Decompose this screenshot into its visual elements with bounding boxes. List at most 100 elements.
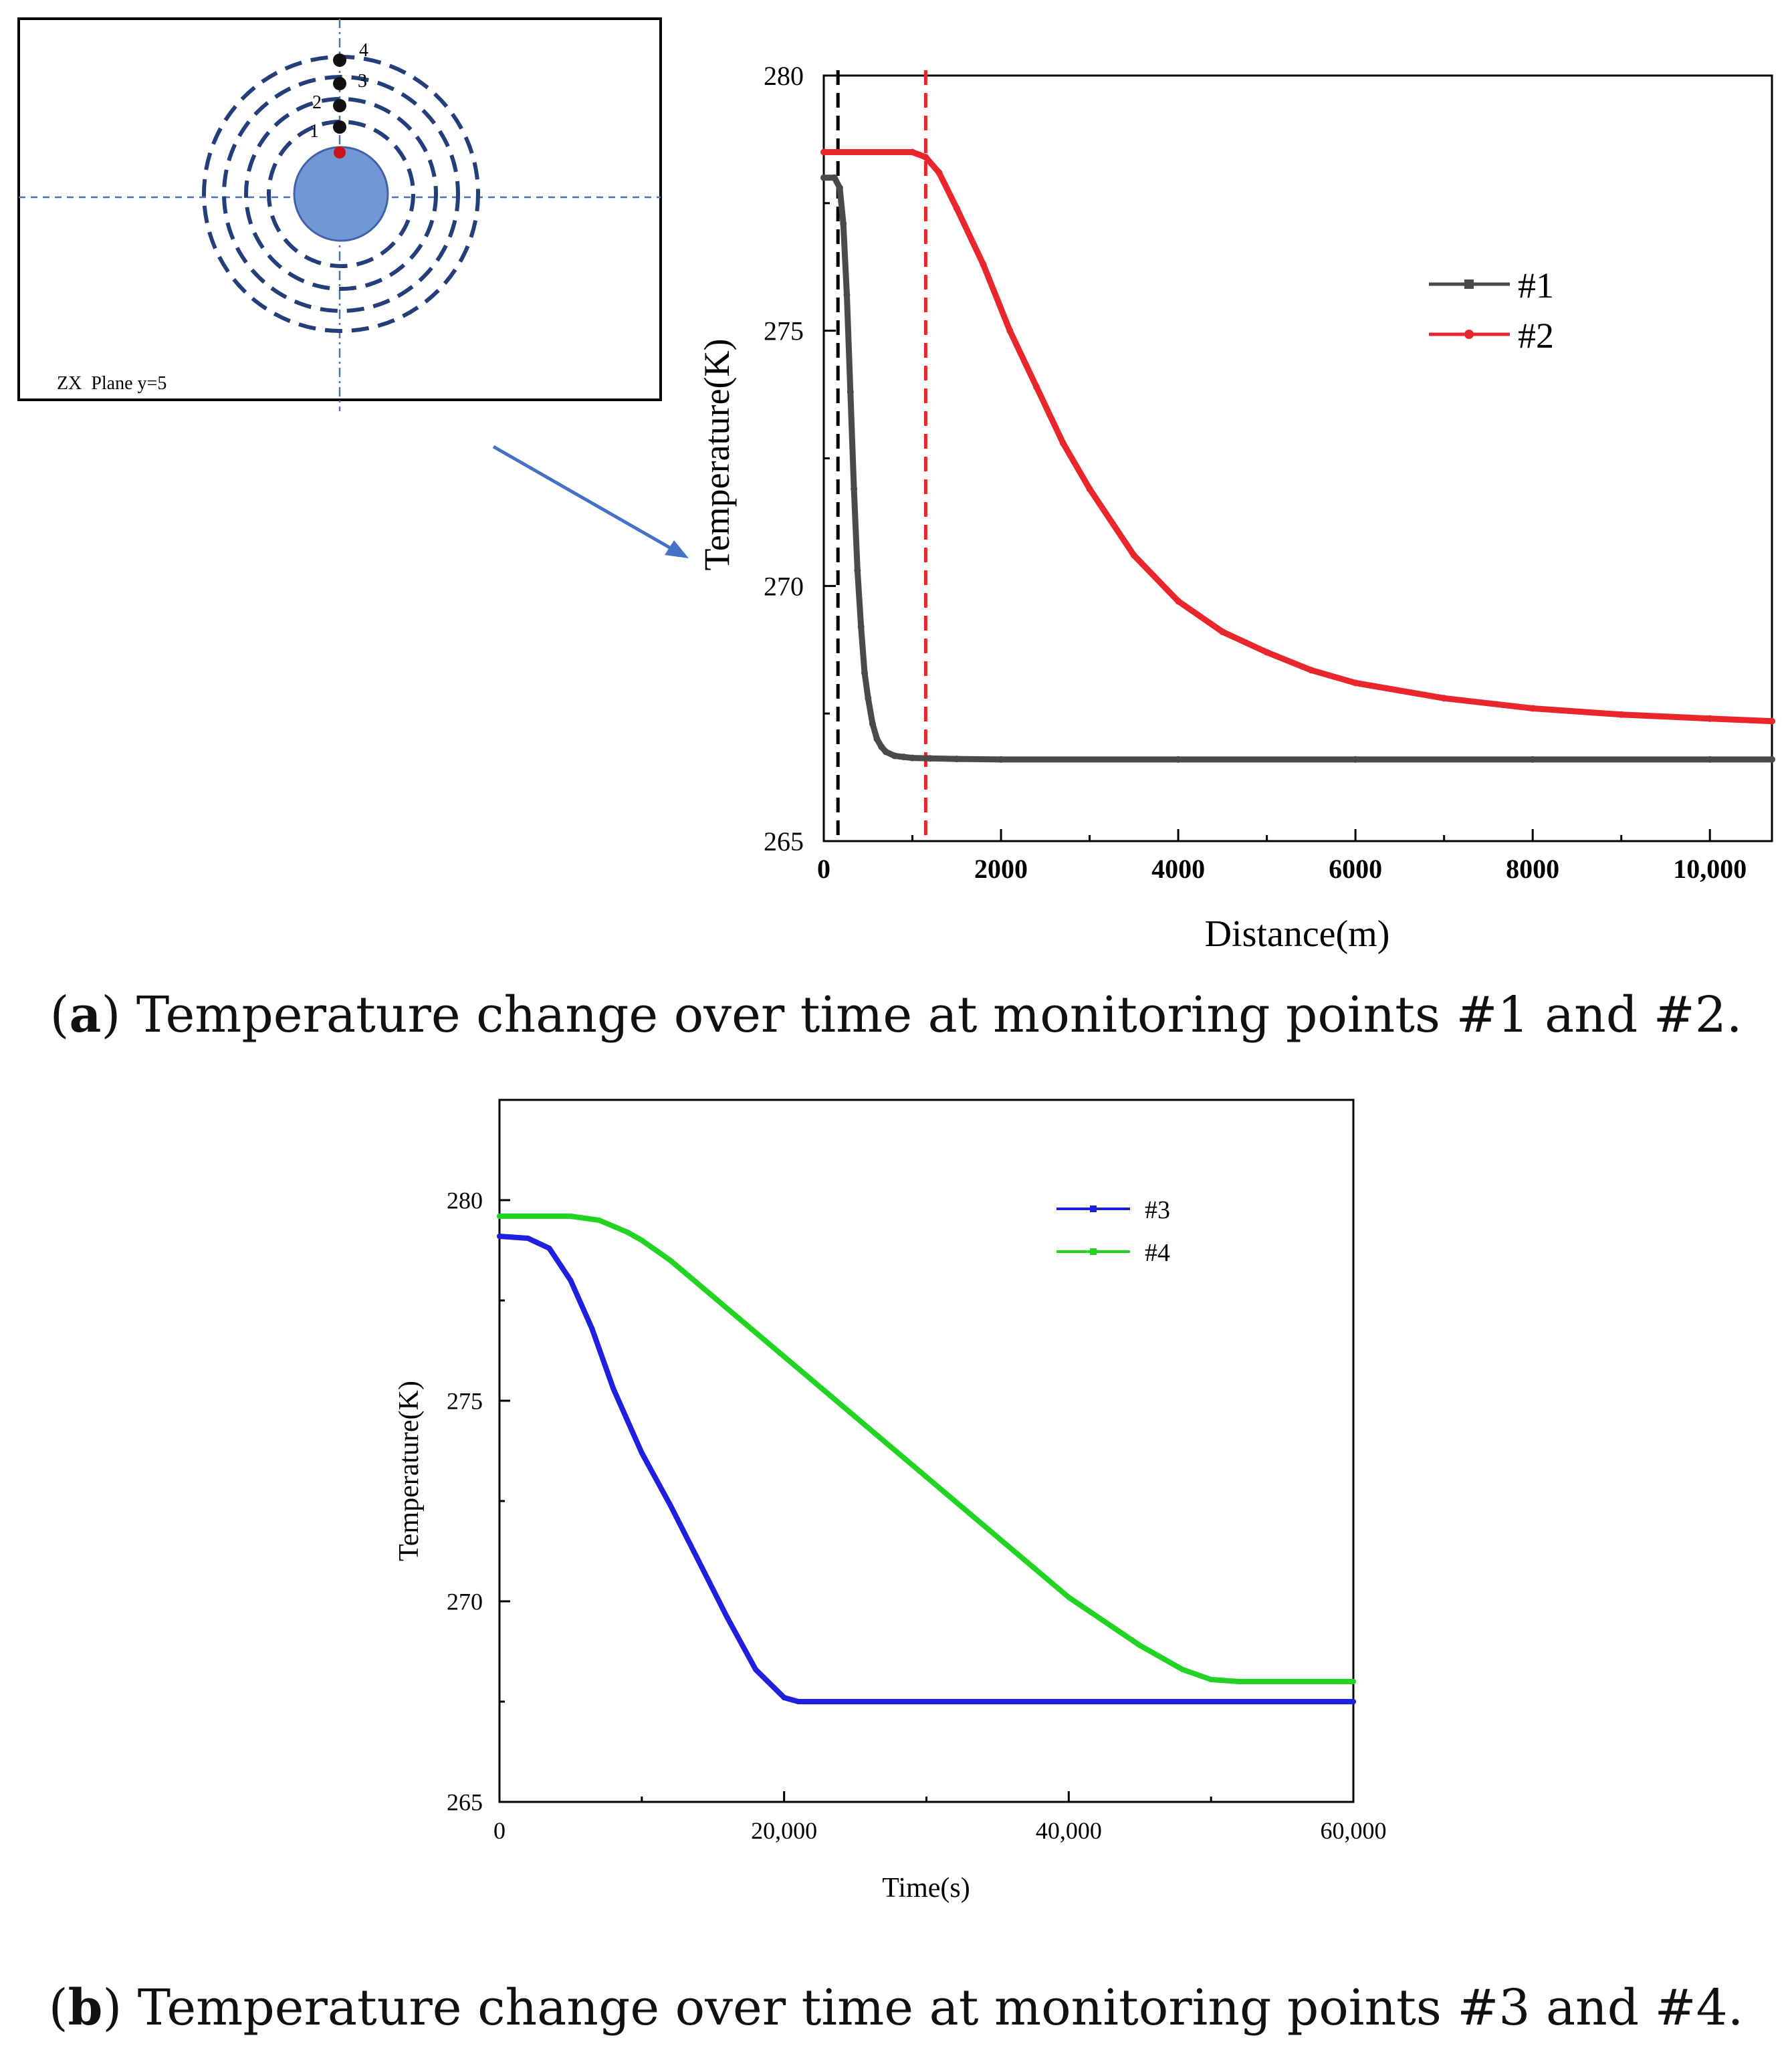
series-line-4 xyxy=(497,1214,1356,1684)
chart-a-ylabel: Temperature(K) xyxy=(697,338,737,570)
data-point xyxy=(781,1695,787,1700)
x-tick-label: 4000 xyxy=(1151,854,1205,884)
caption-b: (b) Temperature change over time at moni… xyxy=(48,1979,1744,2037)
data-point xyxy=(1219,628,1226,635)
data-point xyxy=(840,220,847,227)
chart-b: 0 20,000 40,000 60,000 265 270 275 280 #3 #4 Ti… xyxy=(394,1099,1387,1904)
data-point xyxy=(998,756,1004,763)
data-point xyxy=(830,174,838,181)
data-point xyxy=(853,1414,859,1419)
chart-a-xlabel: Distance(m) xyxy=(1205,913,1390,955)
data-point xyxy=(836,184,843,191)
data-point xyxy=(1175,756,1182,763)
data-point xyxy=(1706,756,1714,763)
data-point xyxy=(843,292,851,299)
x-tick-label: 2000 xyxy=(974,854,1028,884)
legend-label-1: #1 xyxy=(1518,265,1554,306)
y-tick-label: 265 xyxy=(764,826,804,856)
x-tick-label: 20,000 xyxy=(751,1817,817,1844)
data-point xyxy=(1769,717,1775,725)
data-point xyxy=(1137,1643,1143,1648)
data-point xyxy=(857,623,865,630)
data-point xyxy=(667,1258,673,1263)
y-tick-label: 280 xyxy=(447,1187,483,1214)
data-point xyxy=(861,669,868,677)
point-label-4: 4 xyxy=(359,40,368,61)
data-point xyxy=(1351,1699,1356,1704)
data-point xyxy=(1706,715,1714,722)
data-point xyxy=(820,148,827,156)
data-point xyxy=(639,1238,645,1243)
data-point xyxy=(1208,1699,1214,1704)
data-point xyxy=(497,1234,502,1239)
x-tick-label: 0 xyxy=(817,854,830,884)
data-point xyxy=(1769,756,1775,763)
legend-label-3: #3 xyxy=(1145,1196,1170,1224)
data-point xyxy=(497,1214,502,1219)
data-point xyxy=(1059,439,1067,447)
data-point xyxy=(1236,1679,1242,1684)
data-point xyxy=(900,754,907,761)
data-point xyxy=(869,720,876,727)
caption-a: (a) Temperature change over time at moni… xyxy=(49,986,1743,1044)
data-point xyxy=(1066,1595,1072,1600)
chart-a: 0 2000 4000 6000 8000 10,000 265 270 275 280 #1 #… xyxy=(697,61,1775,955)
plane-label: ZX Plane y=5 xyxy=(57,373,166,394)
chart-b-xlabel: Time(s) xyxy=(882,1873,970,1904)
x-tick-label: 0 xyxy=(493,1817,506,1844)
data-point xyxy=(851,485,858,493)
inset-diagram: 1 2 3 4 ZX Plane y=5 xyxy=(17,17,662,411)
monitor-point-2 xyxy=(333,99,346,112)
data-point xyxy=(625,1230,631,1235)
data-point xyxy=(610,1386,617,1391)
data-point xyxy=(1352,756,1359,763)
data-point xyxy=(1307,667,1315,674)
data-point xyxy=(953,756,960,763)
data-point xyxy=(953,205,960,212)
x-tick-label: 6000 xyxy=(1329,854,1382,884)
data-point xyxy=(909,754,916,762)
data-point xyxy=(589,1326,595,1331)
data-point xyxy=(525,1236,531,1241)
data-point xyxy=(1130,552,1137,559)
data-point xyxy=(923,1699,929,1704)
data-point xyxy=(922,154,929,161)
data-point xyxy=(854,567,861,574)
data-point xyxy=(1086,485,1093,493)
y-tick-label: 280 xyxy=(764,61,804,91)
data-point xyxy=(980,261,987,268)
data-point xyxy=(1351,1679,1356,1684)
data-point xyxy=(994,1534,1000,1540)
data-point xyxy=(1263,649,1270,656)
y-tick-label: 270 xyxy=(764,571,804,601)
chart-b-plot-frame xyxy=(498,1099,1355,1803)
data-point xyxy=(639,1450,645,1456)
legend-label-2: #2 xyxy=(1518,316,1554,356)
y-tick-label: 275 xyxy=(447,1388,483,1415)
data-point xyxy=(781,1354,787,1359)
monitor-point-3 xyxy=(333,77,346,90)
point-label-2: 2 xyxy=(312,92,322,113)
data-point xyxy=(865,695,872,702)
data-point xyxy=(935,169,943,176)
data-point xyxy=(546,1246,552,1251)
data-point xyxy=(1529,756,1537,763)
y-tick-label: 270 xyxy=(447,1589,483,1615)
y-tick-label: 275 xyxy=(764,316,804,346)
data-point xyxy=(909,148,916,156)
data-point xyxy=(1352,679,1359,687)
monitor-point-1 xyxy=(333,120,346,134)
data-point xyxy=(882,748,889,756)
data-point xyxy=(1180,1667,1186,1672)
x-tick-label: 60,000 xyxy=(1321,1817,1387,1844)
series-line-3 xyxy=(497,1234,1356,1704)
data-point xyxy=(1440,695,1448,702)
legend-label-4: #4 xyxy=(1145,1239,1170,1267)
series-line-1 xyxy=(820,175,1775,763)
monitor-point-4 xyxy=(333,53,346,67)
data-point xyxy=(1265,1679,1271,1684)
data-point xyxy=(927,755,933,762)
data-point xyxy=(568,1214,574,1219)
data-point xyxy=(667,1502,673,1508)
